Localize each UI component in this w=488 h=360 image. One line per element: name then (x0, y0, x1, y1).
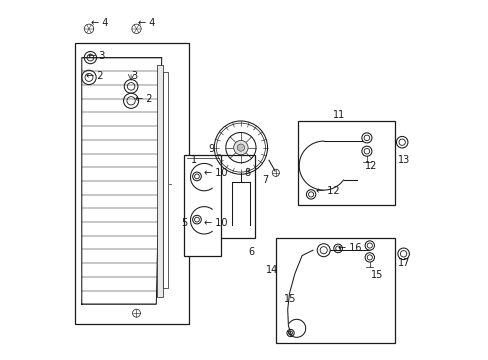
Bar (217, 155, 255, 238)
Text: 7: 7 (262, 175, 268, 185)
Text: ← 4: ← 4 (138, 18, 155, 28)
Text: 15: 15 (284, 294, 296, 304)
Text: 3: 3 (131, 71, 137, 81)
Text: ← 10: ← 10 (204, 218, 227, 228)
Text: 8: 8 (244, 168, 250, 178)
Text: 12: 12 (365, 161, 377, 171)
Text: ← 3: ← 3 (88, 51, 105, 61)
Text: ← 12: ← 12 (316, 186, 340, 196)
Text: 5: 5 (181, 218, 187, 228)
Text: ← 16: ← 16 (337, 243, 361, 253)
Bar (75, 43, 188, 324)
Text: 15: 15 (370, 270, 382, 280)
Circle shape (233, 140, 247, 155)
Bar (184, 155, 221, 256)
Text: 9: 9 (208, 144, 214, 154)
Text: ← 2: ← 2 (86, 71, 103, 81)
Text: ← 2: ← 2 (134, 94, 152, 104)
Text: 6: 6 (247, 247, 254, 257)
Bar (156, 65, 163, 297)
Bar (276, 238, 394, 343)
Text: ← 10: ← 10 (204, 168, 227, 178)
Text: 11: 11 (332, 110, 344, 120)
Text: ← 4: ← 4 (91, 18, 109, 28)
Circle shape (237, 144, 244, 151)
Bar (163, 72, 168, 288)
Text: 14: 14 (265, 265, 278, 275)
Bar (297, 121, 394, 205)
Text: 17: 17 (397, 258, 409, 268)
Text: 13: 13 (397, 155, 409, 165)
Text: 1: 1 (191, 155, 197, 165)
